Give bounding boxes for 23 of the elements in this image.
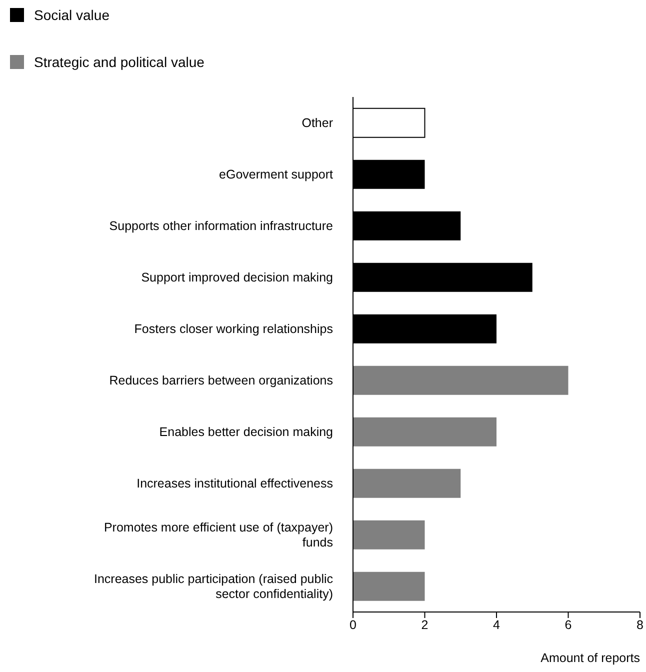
x-tick-label: 0 <box>350 618 357 632</box>
x-axis-title: Amount of reports <box>540 651 640 665</box>
y-tick-label: Increases institutional effectiveness <box>136 476 333 490</box>
y-tick-label: Support improved decision making <box>141 270 334 284</box>
y-tick-label: Fosters closer working relationships <box>134 322 333 336</box>
bar <box>353 468 461 498</box>
y-tick-label: eGoverment support <box>219 167 334 182</box>
x-tick-label: 6 <box>564 618 572 632</box>
y-tick-label: Promotes more efficient use of (taxpayer) funds <box>104 520 333 550</box>
x-tick-label: 8 <box>636 618 644 632</box>
y-tick-label: Increases public participation (raised public sector confidentiality) <box>94 572 333 601</box>
x-tick-label: 2 <box>421 618 428 632</box>
bar <box>353 572 425 601</box>
legend-label: Strategic and political value <box>34 54 204 70</box>
bar <box>353 417 496 446</box>
bar <box>353 520 425 550</box>
bar <box>353 366 568 395</box>
y-tick-label: Enables better decision making <box>159 424 334 439</box>
x-tick-label: 4 <box>493 618 500 632</box>
y-tick-label: Reduces barriers between organizations <box>109 373 333 388</box>
y-tick-label: Supports other information infrastructure <box>109 218 334 233</box>
legend-label: Social value <box>34 7 110 23</box>
y-tick-label: Other <box>302 116 333 130</box>
